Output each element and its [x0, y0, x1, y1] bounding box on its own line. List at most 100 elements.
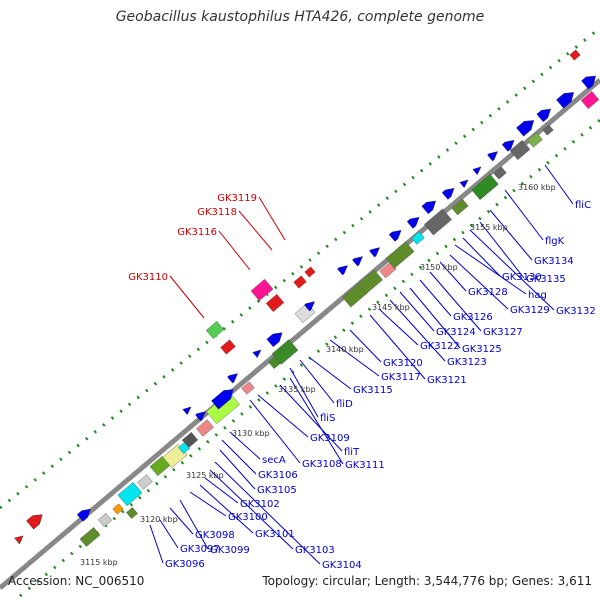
gene-label: GK3105 [257, 485, 297, 496]
feature-box [79, 527, 101, 547]
gene-feature [357, 269, 383, 295]
gene-label: GK3108 [302, 459, 342, 470]
leader-line [399, 291, 435, 332]
feature-arrow [352, 256, 363, 267]
gene-label: GK3110 [128, 272, 168, 283]
feature-arrow [195, 411, 206, 422]
feature-box [126, 507, 138, 519]
cds-feature [556, 92, 575, 109]
gene-feature [265, 293, 285, 313]
feature-arrow [472, 166, 482, 176]
gene-feature [542, 124, 554, 136]
leader-line [462, 237, 501, 277]
leader-line [389, 299, 446, 362]
cds-feature [441, 187, 455, 200]
gene-feature [471, 174, 499, 200]
tick-label: 3140 kbp [326, 345, 364, 354]
gene-label: GK3101 [255, 529, 295, 540]
gene-label: GK3102 [240, 499, 280, 510]
gene-label: GK3118 [197, 207, 237, 218]
gene-label: GK3097 [180, 544, 220, 555]
leader-line [218, 230, 251, 271]
gene-feature [112, 503, 124, 515]
gene-feature [205, 320, 225, 340]
gene-label: GK3100 [228, 512, 268, 523]
feature-arrow [76, 508, 92, 522]
feature-arrow [536, 108, 551, 123]
gene-label: GK3116 [177, 227, 217, 238]
feature-box [117, 481, 143, 507]
gene-label: GK3120 [383, 358, 423, 369]
feature-box [205, 320, 225, 340]
feature-arrow [14, 535, 24, 545]
cds-feature [501, 139, 515, 152]
leader-line [189, 491, 227, 517]
gene-label: GK3103 [295, 545, 335, 556]
feature-arrow [227, 373, 238, 384]
cds-feature [352, 256, 363, 267]
tick-label: 3120 kbp [140, 515, 178, 524]
gene-feature [293, 275, 307, 289]
gene-label: GK3119 [217, 193, 257, 204]
leader-line [214, 461, 321, 565]
cds-feature [337, 265, 348, 276]
feature-arrow [337, 265, 348, 276]
leader-line [439, 261, 467, 292]
gene-label: GK3134 [534, 256, 574, 267]
leader-line [349, 329, 382, 363]
leader-line [409, 287, 461, 349]
feature-arrow [406, 216, 420, 229]
cds-feature [195, 411, 206, 422]
gene-feature [79, 527, 101, 547]
genome-backbone [0, 78, 600, 590]
gene-feature [250, 278, 274, 302]
feature-arrow [459, 179, 469, 189]
gene-label: GK3123 [447, 357, 487, 368]
gene-feature [569, 49, 581, 61]
gene-label: GK3129 [510, 305, 550, 316]
feature-box [271, 339, 299, 365]
gene-label: GK3127 [483, 327, 523, 338]
gene-label: GK3096 [165, 559, 205, 570]
cds-feature [472, 166, 482, 176]
leader-line [279, 384, 343, 452]
gene-label: GK3104 [322, 560, 362, 571]
gene-label: fliD [336, 399, 353, 410]
leader-line [504, 189, 544, 241]
feature-box [97, 513, 113, 527]
accession-text: Accession: NC_006510 [8, 574, 145, 588]
gene-feature [126, 507, 138, 519]
gene-label: GK3132 [556, 306, 596, 317]
leader-line [489, 209, 533, 261]
feature-arrow [441, 187, 455, 200]
leader-line [479, 221, 525, 279]
feature-arrow [182, 406, 192, 416]
feature-box [471, 174, 499, 200]
gene-label: fliS [320, 413, 335, 424]
gene-feature [509, 139, 531, 161]
feature-box [112, 503, 124, 515]
leader-line [204, 477, 239, 504]
leader-line [299, 359, 335, 404]
feature-box [241, 381, 255, 395]
tick-label: 3130 kbp [232, 429, 270, 438]
feature-arrow [501, 139, 515, 152]
label-layer: GK3110GK3116GK3118GK3119GK3096GK3097GK30… [128, 193, 596, 571]
tick-label: 3160 kbp [518, 183, 556, 192]
cds-feature [536, 108, 551, 123]
cds-feature [581, 75, 596, 90]
leader-line [309, 357, 352, 390]
feature-box [137, 474, 153, 490]
feature-arrow [556, 92, 575, 109]
map-title: Geobacillus kaustophilus HTA426, complet… [115, 9, 485, 25]
cds-feature [211, 389, 234, 410]
feature-box [220, 339, 236, 355]
tick-label: 3150 kbp [420, 263, 458, 272]
tick-label: 3115 kbp [80, 558, 118, 567]
feature-box [357, 269, 383, 295]
leader-line [544, 164, 574, 205]
feature-arrow [421, 200, 436, 215]
cds-feature [252, 349, 262, 359]
cds-feature [388, 229, 402, 242]
feature-box [304, 266, 316, 278]
